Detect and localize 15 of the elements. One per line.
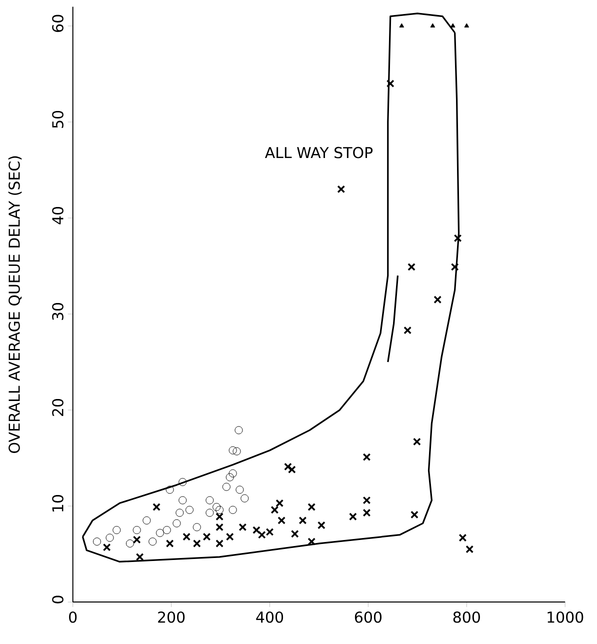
y-axis-title: OVERALL AVERAGE QUEUE DELAY (SEC) [8,156,22,453]
x-tick-label: 200 [158,611,185,623]
x-tick-label: 600 [354,611,382,623]
x-tick-label: 400 [256,611,284,623]
x-tick-label: 800 [453,611,480,623]
y-tick-label: 60 [52,14,64,32]
y-tick-label: 30 [52,302,64,320]
y-tick-label: 10 [52,495,64,512]
y-tick-label: 0 [52,596,64,604]
x-tick-label: 0 [69,611,77,623]
annotation: ALL WAY STOP [264,146,373,158]
y-tick-label: 50 [52,110,64,128]
x-tick-label: 1000 [548,611,584,623]
y-tick-label: 40 [52,206,64,224]
y-tick-label: 20 [52,398,64,416]
